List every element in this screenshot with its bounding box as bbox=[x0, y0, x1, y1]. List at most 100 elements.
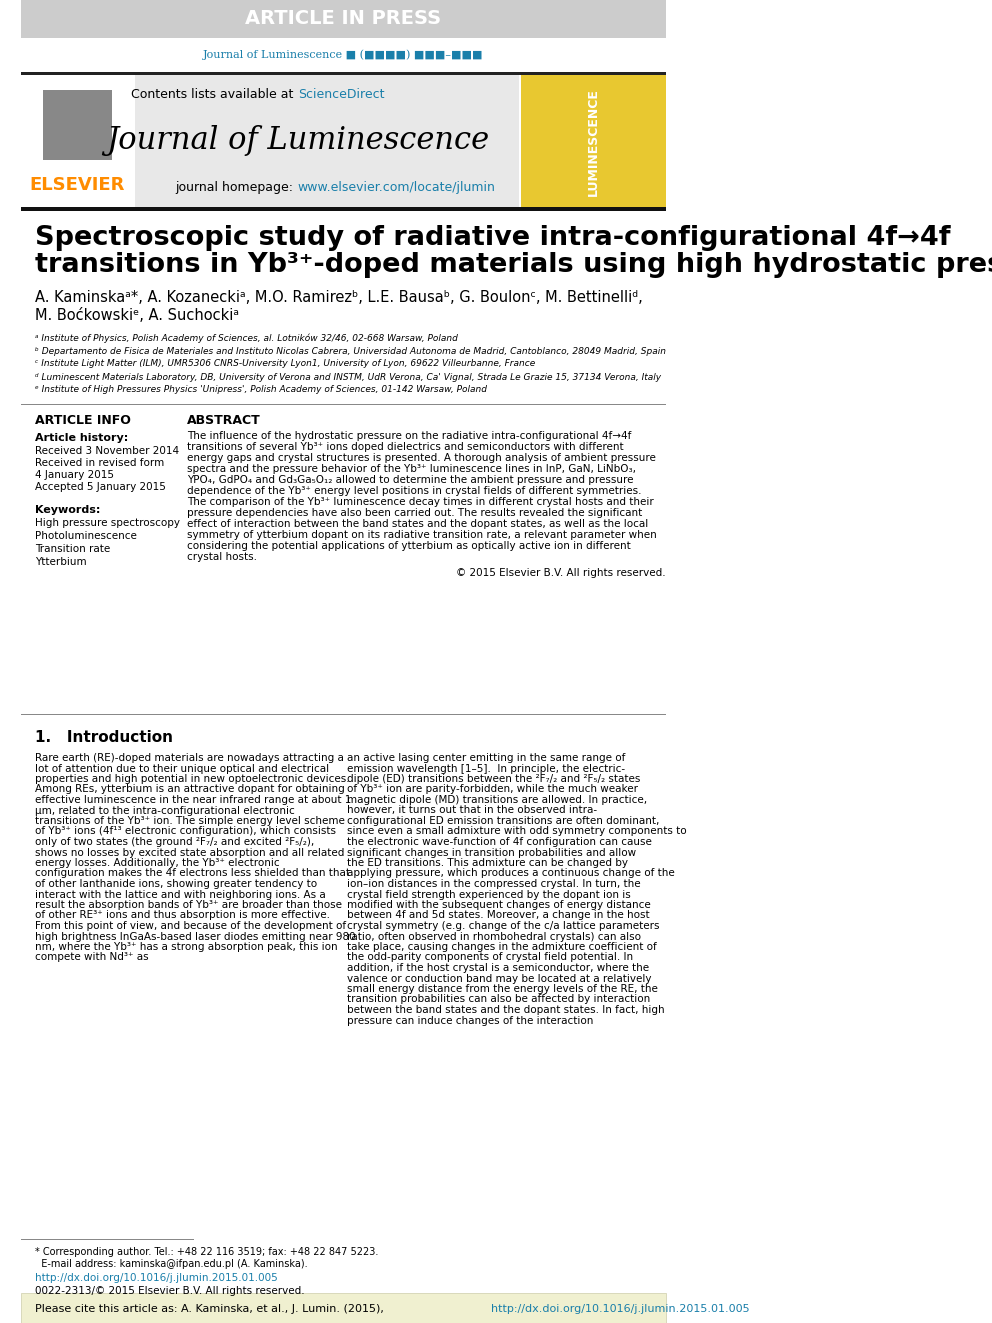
Text: configuration makes the 4f electrons less shielded than that: configuration makes the 4f electrons les… bbox=[35, 868, 349, 878]
Text: spectra and the pressure behavior of the Yb³⁺ luminescence lines in InP, GaN, Li: spectra and the pressure behavior of the… bbox=[186, 464, 636, 474]
Bar bbox=[43, 90, 112, 160]
Text: however, it turns out that in the observed intra-: however, it turns out that in the observ… bbox=[347, 806, 597, 815]
Text: effective luminescence in the near infrared range at about 1: effective luminescence in the near infra… bbox=[35, 795, 351, 804]
Bar bbox=[21, 75, 135, 208]
Text: transitions of the Yb³⁺ ion. The simple energy level scheme: transitions of the Yb³⁺ ion. The simple … bbox=[35, 816, 344, 826]
Text: * Corresponding author. Tel.: +48 22 116 3519; fax: +48 22 847 5223.: * Corresponding author. Tel.: +48 22 116… bbox=[35, 1248, 378, 1257]
Text: of other RE³⁺ ions and thus absorption is more effective.: of other RE³⁺ ions and thus absorption i… bbox=[35, 910, 329, 921]
Text: effect of interaction between the band states and the dopant states, as well as : effect of interaction between the band s… bbox=[186, 519, 648, 529]
Text: Article history:: Article history: bbox=[35, 433, 128, 443]
Text: Journal of Luminescence ■ (■■■■) ■■■–■■■: Journal of Luminescence ■ (■■■■) ■■■–■■■ bbox=[203, 50, 483, 61]
Text: Please cite this article as: A. Kaminska, et al., J. Lumin. (2015),: Please cite this article as: A. Kaminska… bbox=[35, 1304, 387, 1314]
Text: pressure dependencies have also been carried out. The results revealed the signi: pressure dependencies have also been car… bbox=[186, 508, 642, 519]
Bar bbox=[521, 75, 666, 208]
Text: Received 3 November 2014: Received 3 November 2014 bbox=[35, 446, 179, 456]
Text: compete with Nd³⁺ as: compete with Nd³⁺ as bbox=[35, 953, 148, 963]
Text: only of two states (the ground ²F₇/₂ and excited ²F₅/₂),: only of two states (the ground ²F₇/₂ and… bbox=[35, 837, 313, 847]
Text: ScienceDirect: ScienceDirect bbox=[298, 89, 384, 102]
Text: ᵇ Departamento de Fisica de Materiales and Instituto Nicolas Cabrera, Universida: ᵇ Departamento de Fisica de Materiales a… bbox=[35, 347, 666, 356]
Text: between 4f and 5d states. Moreover, a change in the host: between 4f and 5d states. Moreover, a ch… bbox=[347, 910, 650, 921]
Text: Keywords:: Keywords: bbox=[35, 505, 100, 515]
Text: configurational ED emission transitions are often dominant,: configurational ED emission transitions … bbox=[347, 816, 660, 826]
Text: addition, if the host crystal is a semiconductor, where the: addition, if the host crystal is a semic… bbox=[347, 963, 650, 972]
Text: ᵉ Institute of High Pressures Physics 'Unipress', Polish Academy of Sciences, 01: ᵉ Institute of High Pressures Physics 'U… bbox=[35, 385, 487, 394]
Text: Received in revised form: Received in revised form bbox=[35, 458, 164, 468]
Text: considering the potential applications of ytterbium as optically active ion in d: considering the potential applications o… bbox=[186, 541, 631, 550]
Text: transition probabilities can also be affected by interaction: transition probabilities can also be aff… bbox=[347, 995, 651, 1004]
Text: ᵈ Luminescent Materials Laboratory, DB, University of Verona and INSTM, UdR Vero: ᵈ Luminescent Materials Laboratory, DB, … bbox=[35, 373, 661, 381]
Bar bbox=[21, 0, 666, 38]
Text: modified with the subsequent changes of energy distance: modified with the subsequent changes of … bbox=[347, 900, 651, 910]
Text: LUMINESCENCE: LUMINESCENCE bbox=[586, 89, 600, 196]
Text: emission wavelength [1–5].  In principle, the electric-: emission wavelength [1–5]. In principle,… bbox=[347, 763, 626, 774]
Text: of other lanthanide ions, showing greater tendency to: of other lanthanide ions, showing greate… bbox=[35, 878, 316, 889]
Text: http://dx.doi.org/10.1016/j.jlumin.2015.01.005: http://dx.doi.org/10.1016/j.jlumin.2015.… bbox=[35, 1273, 278, 1283]
Text: an active lasing center emitting in the same range of: an active lasing center emitting in the … bbox=[347, 753, 626, 763]
Text: www.elsevier.com/locate/jlumin: www.elsevier.com/locate/jlumin bbox=[298, 180, 496, 193]
Bar bbox=[21, 206, 666, 210]
Text: Contents lists available at: Contents lists available at bbox=[131, 89, 298, 102]
Text: ABSTRACT: ABSTRACT bbox=[186, 414, 261, 426]
Bar bbox=[21, 75, 519, 208]
Text: crystal field strength experienced by the dopant ion is: crystal field strength experienced by th… bbox=[347, 889, 631, 900]
Text: lot of attention due to their unique optical and electrical: lot of attention due to their unique opt… bbox=[35, 763, 328, 774]
Text: transitions of several Yb³⁺ ions doped dielectrics and semiconductors with diffe: transitions of several Yb³⁺ ions doped d… bbox=[186, 442, 624, 452]
Text: nm, where the Yb³⁺ has a strong absorption peak, this ion: nm, where the Yb³⁺ has a strong absorpti… bbox=[35, 942, 337, 953]
Text: Journal of Luminescence: Journal of Luminescence bbox=[106, 124, 489, 156]
Text: shows no losses by excited state absorption and all related: shows no losses by excited state absorpt… bbox=[35, 848, 344, 857]
Text: The influence of the hydrostatic pressure on the radiative intra-configurational: The influence of the hydrostatic pressur… bbox=[186, 431, 631, 441]
Text: 0022-2313/© 2015 Elsevier B.V. All rights reserved.: 0022-2313/© 2015 Elsevier B.V. All right… bbox=[35, 1286, 305, 1297]
Text: the electronic wave-function of 4f configuration can cause: the electronic wave-function of 4f confi… bbox=[347, 837, 653, 847]
Text: M. Boćkowskiᵉ, A. Suchockiᵃ: M. Boćkowskiᵉ, A. Suchockiᵃ bbox=[35, 307, 239, 323]
Text: μm, related to the intra-configurational electronic: μm, related to the intra-configurational… bbox=[35, 806, 295, 815]
Text: http://dx.doi.org/10.1016/j.jlumin.2015.01.005: http://dx.doi.org/10.1016/j.jlumin.2015.… bbox=[491, 1304, 750, 1314]
Text: From this point of view, and because of the development of: From this point of view, and because of … bbox=[35, 921, 346, 931]
Text: Spectroscopic study of radiative intra-configurational 4f→4f: Spectroscopic study of radiative intra-c… bbox=[35, 225, 950, 251]
Text: the ED transitions. This admixture can be changed by: the ED transitions. This admixture can b… bbox=[347, 859, 629, 868]
Text: of Yb³⁺ ions (4f¹³ electronic configuration), which consists: of Yb³⁺ ions (4f¹³ electronic configurat… bbox=[35, 827, 335, 836]
Text: High pressure spectroscopy: High pressure spectroscopy bbox=[35, 519, 180, 528]
Text: ᶜ Institute Light Matter (ILM), UMR5306 CNRS-University Lyon1, University of Lyo: ᶜ Institute Light Matter (ILM), UMR5306 … bbox=[35, 360, 535, 369]
Text: E-mail address: kaminska@ifpan.edu.pl (A. Kaminska).: E-mail address: kaminska@ifpan.edu.pl (A… bbox=[35, 1259, 308, 1269]
Text: 4 January 2015: 4 January 2015 bbox=[35, 470, 114, 480]
Text: of Yb³⁺ ion are parity-forbidden, while the much weaker: of Yb³⁺ ion are parity-forbidden, while … bbox=[347, 785, 639, 795]
Text: Photoluminescence: Photoluminescence bbox=[35, 531, 137, 541]
Text: small energy distance from the energy levels of the RE, the: small energy distance from the energy le… bbox=[347, 984, 659, 994]
Text: pressure can induce changes of the interaction: pressure can induce changes of the inter… bbox=[347, 1016, 594, 1025]
Text: Among REs, ytterbium is an attractive dopant for obtaining: Among REs, ytterbium is an attractive do… bbox=[35, 785, 344, 795]
Text: high brightness InGaAs-based laser diodes emitting near 980: high brightness InGaAs-based laser diode… bbox=[35, 931, 355, 942]
Text: The comparison of the Yb³⁺ luminescence decay times in different crystal hosts a: The comparison of the Yb³⁺ luminescence … bbox=[186, 497, 654, 507]
Text: crystal symmetry (e.g. change of the c/a lattice parameters: crystal symmetry (e.g. change of the c/a… bbox=[347, 921, 660, 931]
Text: result the absorption bands of Yb³⁺ are broader than those: result the absorption bands of Yb³⁺ are … bbox=[35, 900, 341, 910]
Text: ARTICLE IN PRESS: ARTICLE IN PRESS bbox=[245, 9, 441, 29]
Text: YPO₄, GdPO₄ and Gd₃Ga₅O₁₂ allowed to determine the ambient pressure and pressure: YPO₄, GdPO₄ and Gd₃Ga₅O₁₂ allowed to det… bbox=[186, 475, 634, 486]
Text: applying pressure, which produces a continuous change of the: applying pressure, which produces a cont… bbox=[347, 868, 676, 878]
Bar bbox=[21, 1293, 666, 1323]
Text: dependence of the Yb³⁺ energy level positions in crystal fields of different sym: dependence of the Yb³⁺ energy level posi… bbox=[186, 486, 642, 496]
Text: magnetic dipole (MD) transitions are allowed. In practice,: magnetic dipole (MD) transitions are all… bbox=[347, 795, 648, 804]
Text: A. Kaminskaᵃ*, A. Kozaneckiᵃ, M.O. Ramirezᵇ, L.E. Bausaᵇ, G. Boulonᶜ, M. Bettine: A. Kaminskaᵃ*, A. Kozaneckiᵃ, M.O. Ramir… bbox=[35, 291, 643, 306]
Text: Accepted 5 January 2015: Accepted 5 January 2015 bbox=[35, 482, 166, 492]
Text: © 2015 Elsevier B.V. All rights reserved.: © 2015 Elsevier B.V. All rights reserved… bbox=[456, 568, 666, 578]
Text: Ytterbium: Ytterbium bbox=[35, 557, 86, 568]
Text: ARTICLE INFO: ARTICLE INFO bbox=[35, 414, 131, 426]
Text: interact with the lattice and with neighboring ions. As a: interact with the lattice and with neigh… bbox=[35, 889, 325, 900]
Text: symmetry of ytterbium dopant on its radiative transition rate, a relevant parame: symmetry of ytterbium dopant on its radi… bbox=[186, 531, 657, 540]
Text: ion–ion distances in the compressed crystal. In turn, the: ion–ion distances in the compressed crys… bbox=[347, 878, 641, 889]
Text: properties and high potential in new optoelectronic devices.: properties and high potential in new opt… bbox=[35, 774, 349, 785]
Text: take place, causing changes in the admixture coefficient of: take place, causing changes in the admix… bbox=[347, 942, 658, 953]
Text: ELSEVIER: ELSEVIER bbox=[30, 176, 125, 194]
Text: crystal hosts.: crystal hosts. bbox=[186, 552, 257, 562]
Text: since even a small admixture with odd symmetry components to: since even a small admixture with odd sy… bbox=[347, 827, 687, 836]
Text: Rare earth (RE)-doped materials are nowadays attracting a: Rare earth (RE)-doped materials are nowa… bbox=[35, 753, 343, 763]
Text: journal homepage:: journal homepage: bbox=[176, 180, 298, 193]
Text: transitions in Yb³⁺-doped materials using high hydrostatic pressure: transitions in Yb³⁺-doped materials usin… bbox=[35, 251, 992, 278]
Text: between the band states and the dopant states. In fact, high: between the band states and the dopant s… bbox=[347, 1005, 665, 1015]
Text: energy gaps and crystal structures is presented. A thorough analysis of ambient : energy gaps and crystal structures is pr… bbox=[186, 452, 656, 463]
Text: ᵃ Institute of Physics, Polish Academy of Sciences, al. Lotników 32/46, 02-668 W: ᵃ Institute of Physics, Polish Academy o… bbox=[35, 333, 457, 343]
Text: Transition rate: Transition rate bbox=[35, 544, 110, 554]
Text: significant changes in transition probabilities and allow: significant changes in transition probab… bbox=[347, 848, 637, 857]
Text: the odd-parity components of crystal field potential. In: the odd-parity components of crystal fie… bbox=[347, 953, 634, 963]
Bar bbox=[21, 71, 666, 75]
Text: energy losses. Additionally, the Yb³⁺ electronic: energy losses. Additionally, the Yb³⁺ el… bbox=[35, 859, 279, 868]
